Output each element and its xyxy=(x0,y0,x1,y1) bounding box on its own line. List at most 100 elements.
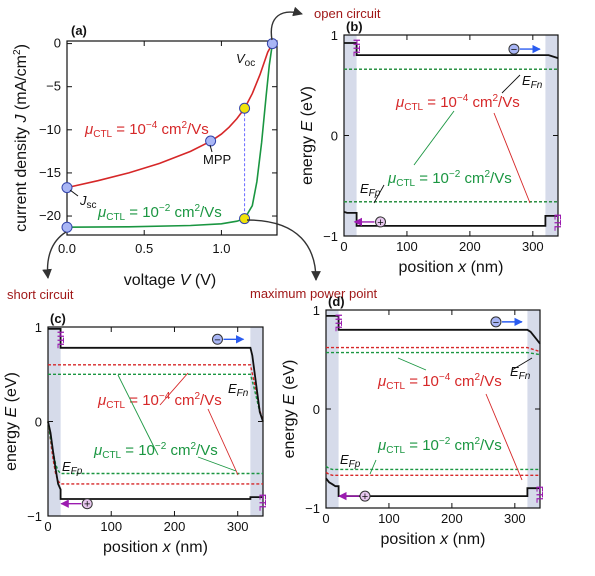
panel-frame xyxy=(47,326,264,517)
open-circuit-arrow xyxy=(270,6,303,41)
valence-band xyxy=(325,477,540,498)
valence-band xyxy=(343,211,558,227)
leader-line xyxy=(501,74,521,94)
htl-label: HTL xyxy=(333,314,343,332)
efn-label: EFn xyxy=(522,73,543,91)
y-tick-label: −1 xyxy=(27,509,42,524)
leader-line xyxy=(397,357,427,371)
legend-green-a: μCTL = 10−2 cm2/Vs xyxy=(97,203,222,223)
etl-label: ETL xyxy=(258,494,268,512)
panel-a-markers xyxy=(61,38,278,233)
y-tick-label: −1 xyxy=(305,501,320,516)
leader-line xyxy=(159,372,189,406)
y-tick-label: 1 xyxy=(331,28,338,43)
y-axis-label: energy E (eV) xyxy=(281,360,298,459)
legend-red: μCTL = 10−4 cm2/Vs xyxy=(377,372,502,392)
htl-region xyxy=(344,35,357,236)
quasi-fermi-EFp-1e-4 xyxy=(325,471,540,476)
etl-region xyxy=(545,35,558,236)
panel-a-x-axis-label: voltage V (V) xyxy=(124,272,217,289)
panel-a-y-ticks: 0 −5 −10 −15 −20 xyxy=(39,36,277,223)
leader-line xyxy=(493,112,531,204)
y-tick-label: 1 xyxy=(313,303,320,318)
leader-line xyxy=(413,110,455,166)
efp-label: EFp xyxy=(360,181,381,199)
panel-label: (c) xyxy=(50,311,66,326)
marker-mpp-green xyxy=(239,213,251,225)
x-tick-label: 0 xyxy=(322,511,329,526)
etl-label: ETL xyxy=(535,486,545,504)
x-tick-label: 200 xyxy=(164,519,186,534)
y-tick-label: −10 xyxy=(39,122,61,137)
marker-voc xyxy=(266,38,278,50)
etl-label: ETL xyxy=(553,214,563,232)
panel-frame xyxy=(343,34,559,237)
leader-line xyxy=(117,374,159,456)
hole-sign: + xyxy=(362,491,368,503)
leader-line xyxy=(373,184,385,204)
hole-marker xyxy=(375,216,387,228)
voc-label: Voc xyxy=(236,51,255,69)
marker-mpp-red-voltage xyxy=(239,102,251,114)
y-tick-label: 0 xyxy=(54,36,61,51)
x-tick-label: 300 xyxy=(227,519,249,534)
quasi-fermi-EFn-1e-4 xyxy=(326,346,541,353)
x-tick-label: 0 xyxy=(44,519,51,534)
panel-label: (d) xyxy=(328,294,345,309)
conduction-band xyxy=(344,42,559,59)
x-axis-label: position x (nm) xyxy=(399,259,504,276)
panel-a-frame xyxy=(66,40,278,236)
htl-region xyxy=(326,310,339,508)
jv-series-0 xyxy=(66,43,274,189)
x-tick-label: 100 xyxy=(378,511,400,526)
quasi-fermi-EFn-1e-2 xyxy=(48,373,264,422)
hole-marker xyxy=(81,498,93,510)
panel-a-x-ticks: 0.0 0.5 1.0 xyxy=(58,41,230,256)
x-tick-label: 0.5 xyxy=(135,241,153,256)
hole-sign: + xyxy=(84,499,90,511)
etl-region xyxy=(527,310,540,508)
x-tick-label: 200 xyxy=(441,511,463,526)
y-axis-label: energy E (eV) xyxy=(3,372,20,471)
electron-marker xyxy=(211,333,223,345)
legend-green: μCTL = 10−2 cm2/Vs xyxy=(387,169,512,189)
x-tick-label: 0 xyxy=(340,239,347,254)
conduction-band xyxy=(48,327,264,422)
mpp-arrow xyxy=(246,219,321,281)
leader-line xyxy=(511,357,533,371)
legend-green: μCTL = 10−2 cm2/Vs xyxy=(93,441,218,461)
x-axis-label: position x (nm) xyxy=(381,531,486,548)
panel-frame xyxy=(325,309,541,509)
y-tick-label: −15 xyxy=(39,165,61,180)
jsc-pointer xyxy=(69,189,79,197)
y-tick-label: 0 xyxy=(313,402,320,417)
htl-label: HTL xyxy=(55,331,65,349)
short-circuit-label: short circuit xyxy=(7,287,74,302)
maximum-power-point-label: maximum power point xyxy=(250,286,378,301)
y-tick-label: 1 xyxy=(35,320,42,335)
electron-sign: − xyxy=(493,317,499,329)
efn-label: EFn xyxy=(228,381,249,399)
etl-region xyxy=(250,327,263,516)
mpp-pointer xyxy=(209,144,213,153)
efp-label: EFp xyxy=(62,459,83,477)
hole-marker xyxy=(359,490,371,502)
leader-line xyxy=(369,459,377,475)
legend-red-a: μCTL = 10−4 cm2/Vs xyxy=(84,120,209,140)
x-tick-label: 100 xyxy=(396,239,418,254)
electron-marker xyxy=(508,43,520,55)
leader-line xyxy=(207,408,239,476)
electron-marker xyxy=(490,316,502,328)
y-tick-label: −1 xyxy=(323,229,338,244)
htl-label: HTL xyxy=(351,39,361,57)
y-tick-label: 0 xyxy=(331,129,338,144)
panel-a-y-axis-label: current density J (mA/cm2) xyxy=(12,44,30,232)
legend-red: μCTL = 10−4 cm2/Vs xyxy=(97,391,222,411)
x-tick-label: 100 xyxy=(100,519,122,534)
marker-jsc-red xyxy=(61,182,73,194)
y-tick-label: −5 xyxy=(46,79,61,94)
